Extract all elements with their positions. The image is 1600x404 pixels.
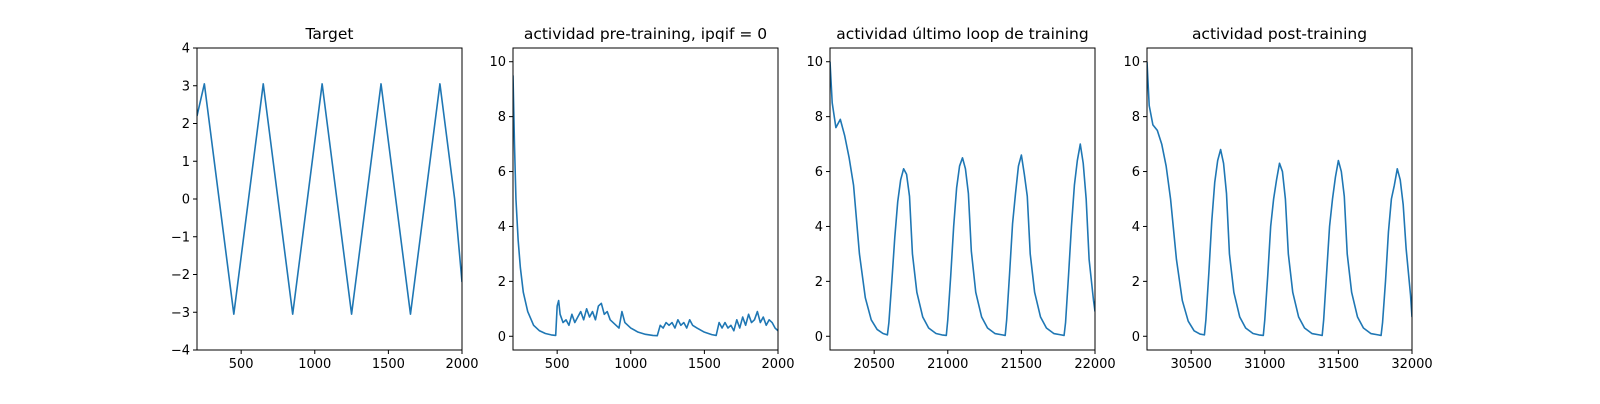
y-tick-label: 0 — [182, 193, 190, 208]
x-tick-label: 32000 — [1391, 357, 1432, 372]
subplot-3: 20500 21000 21500 22000 0 2 4 6 8 10 actividad últ… — [806, 25, 1115, 372]
y-tick-label: 6 — [815, 165, 823, 180]
series-line — [1147, 61, 1412, 337]
y-tick-label: 4 — [182, 42, 190, 57]
x-tick-label: 500 — [229, 357, 254, 372]
y-tick-label: 2 — [498, 275, 506, 290]
y-tick-label: 4 — [815, 220, 823, 235]
x-tick-label: 31500 — [1318, 357, 1359, 372]
y-tick-label: 0 — [815, 330, 823, 345]
x-tick-label: 1000 — [298, 357, 331, 372]
y-tick-label: 2 — [182, 117, 190, 132]
x-tick-label: 1000 — [614, 357, 647, 372]
subplot-1: 500 1000 1500 2000 −4 −3 −2 −1 0 1 2 3 4 Target — [171, 25, 479, 372]
subplot-4: 30500 31000 31500 32000 0 2 4 6 8 10 actividad pos… — [1123, 25, 1432, 372]
y-tick-label: 2 — [815, 275, 823, 290]
series-line — [513, 75, 778, 337]
y-tick-label: 4 — [1132, 220, 1140, 235]
x-tick-label: 1500 — [372, 357, 405, 372]
series-line — [197, 83, 462, 315]
y-tick-label: 8 — [1132, 110, 1140, 125]
x-tick-label: 1500 — [688, 357, 721, 372]
y-tick-label: 4 — [498, 220, 506, 235]
subplot-2: 500 1000 1500 2000 0 2 4 6 8 10 actividad pre-trai… — [489, 25, 794, 372]
y-tick-label: 10 — [489, 55, 506, 70]
x-tick-label: 21500 — [1001, 357, 1042, 372]
y-tick-label: −2 — [171, 268, 190, 283]
axes-frame — [1146, 47, 1413, 351]
y-tick-label: 6 — [1132, 165, 1140, 180]
y-tick-label: −3 — [171, 306, 190, 321]
axes-frame — [829, 47, 1096, 351]
subplot-title: actividad pre-training, ipqif = 0 — [524, 25, 767, 43]
y-tick-label: 10 — [806, 55, 823, 70]
y-tick-label: 0 — [1132, 330, 1140, 345]
x-tick-label: 21000 — [927, 357, 968, 372]
x-tick-label: 2000 — [761, 357, 794, 372]
x-tick-label: 20500 — [853, 357, 894, 372]
x-tick-label: 30500 — [1170, 357, 1211, 372]
y-tick-label: −4 — [171, 344, 190, 359]
y-tick-label: −1 — [171, 230, 190, 245]
subplot-title: actividad post-training — [1192, 25, 1367, 43]
y-tick-label: 0 — [498, 330, 506, 345]
x-tick-label: 22000 — [1074, 357, 1115, 372]
axes-frame — [512, 47, 779, 351]
y-tick-label: 2 — [1132, 275, 1140, 290]
y-tick-label: 8 — [815, 110, 823, 125]
x-tick-label: 31000 — [1244, 357, 1285, 372]
x-tick-label: 500 — [545, 357, 570, 372]
y-tick-label: 10 — [1123, 55, 1140, 70]
y-tick-label: 8 — [498, 110, 506, 125]
y-tick-label: 3 — [182, 79, 190, 94]
x-tick-label: 2000 — [445, 357, 478, 372]
series-line — [830, 61, 1095, 337]
subplot-title: actividad último loop de training — [836, 25, 1088, 43]
y-tick-label: 6 — [498, 165, 506, 180]
y-tick-label: 1 — [182, 155, 190, 170]
subplot-title: Target — [305, 25, 354, 43]
